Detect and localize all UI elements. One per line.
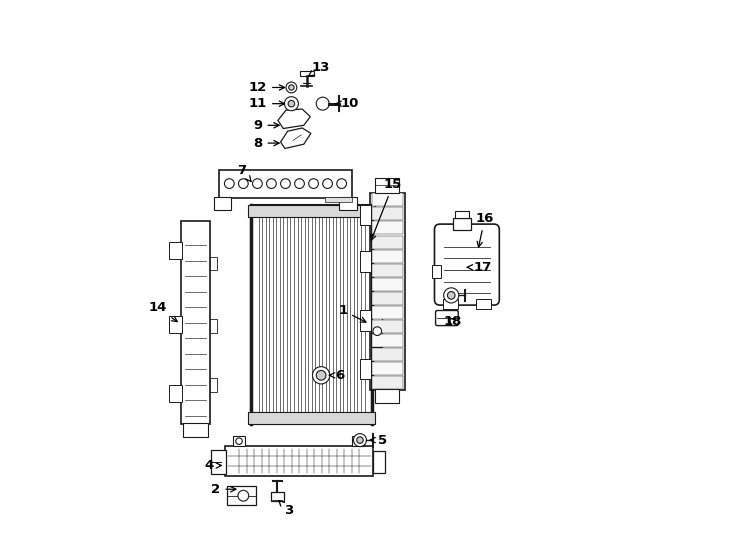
Circle shape (309, 179, 319, 188)
Circle shape (239, 179, 248, 188)
Bar (455, 211, 469, 218)
Circle shape (288, 85, 294, 90)
Bar (372, 235, 403, 248)
Bar (181, 221, 211, 424)
Bar (372, 334, 403, 347)
Circle shape (284, 97, 299, 111)
Circle shape (225, 179, 234, 188)
Text: 12: 12 (249, 81, 285, 94)
Bar (372, 221, 403, 234)
Circle shape (355, 438, 361, 444)
Circle shape (313, 367, 330, 384)
Circle shape (323, 179, 333, 188)
Bar (271, 492, 284, 501)
Circle shape (373, 327, 382, 335)
Bar (251, 205, 372, 424)
Circle shape (238, 490, 249, 501)
Bar (454, 218, 470, 230)
Bar (360, 359, 371, 379)
Bar (375, 178, 399, 193)
Bar (375, 389, 399, 403)
Bar (169, 242, 182, 259)
Circle shape (354, 434, 366, 447)
Bar (443, 299, 458, 309)
Circle shape (316, 97, 330, 110)
Bar (372, 207, 403, 220)
Bar (372, 362, 403, 375)
Bar (370, 193, 404, 390)
Bar (372, 249, 403, 262)
Bar (360, 310, 371, 330)
Text: 9: 9 (253, 119, 279, 132)
Bar (360, 251, 371, 272)
Bar (299, 71, 313, 76)
Circle shape (288, 100, 294, 107)
Polygon shape (278, 109, 310, 129)
Circle shape (443, 288, 459, 303)
Text: 2: 2 (211, 483, 236, 496)
Text: 3: 3 (279, 501, 294, 517)
Bar (339, 197, 357, 210)
Bar (432, 265, 441, 278)
Text: 4: 4 (205, 459, 222, 472)
Circle shape (280, 179, 291, 188)
Circle shape (266, 179, 276, 188)
Text: 8: 8 (253, 137, 279, 150)
Bar (360, 205, 371, 225)
Polygon shape (280, 128, 310, 148)
Bar (372, 315, 382, 347)
Bar (211, 378, 217, 392)
FancyBboxPatch shape (435, 310, 458, 326)
Circle shape (294, 179, 305, 188)
Circle shape (236, 438, 242, 444)
Bar (214, 197, 231, 210)
Circle shape (448, 292, 455, 299)
Bar (225, 446, 374, 476)
Circle shape (337, 179, 346, 188)
Text: 11: 11 (249, 97, 285, 110)
Circle shape (316, 370, 326, 380)
Bar (233, 436, 245, 446)
Bar (325, 197, 352, 202)
Text: 6: 6 (330, 369, 345, 382)
Bar (211, 256, 217, 270)
Circle shape (252, 179, 262, 188)
Text: 14: 14 (148, 301, 178, 322)
Bar (372, 348, 403, 361)
Text: 5: 5 (370, 434, 387, 447)
Text: 1: 1 (338, 304, 366, 322)
Bar (352, 436, 364, 446)
Text: 10: 10 (335, 97, 359, 110)
Bar (372, 193, 403, 206)
Bar (227, 486, 256, 505)
Bar (248, 205, 375, 217)
FancyBboxPatch shape (435, 224, 499, 305)
Bar (372, 376, 403, 389)
Bar (211, 450, 225, 474)
Bar (372, 278, 403, 291)
Text: 13: 13 (308, 61, 330, 76)
Bar (248, 412, 375, 424)
Circle shape (357, 437, 363, 443)
Bar (374, 451, 385, 473)
Bar (211, 319, 217, 333)
Bar (184, 423, 208, 437)
Bar (169, 385, 182, 402)
Text: 18: 18 (443, 315, 462, 328)
Bar (169, 316, 182, 333)
Bar (372, 320, 403, 333)
Text: 17: 17 (468, 261, 493, 274)
Text: 15: 15 (371, 178, 402, 240)
Text: 7: 7 (237, 164, 251, 181)
Bar (219, 170, 352, 198)
Bar (372, 264, 403, 276)
Bar (476, 299, 491, 309)
Bar (372, 306, 403, 319)
Text: 16: 16 (476, 212, 494, 247)
Circle shape (286, 82, 297, 93)
Bar (372, 292, 403, 305)
